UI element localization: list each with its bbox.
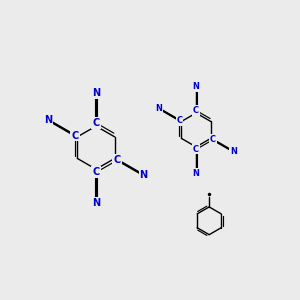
Text: N: N [230,147,237,156]
Text: C: C [193,106,199,115]
Text: C: C [71,130,79,140]
Text: C: C [92,118,100,128]
Text: C: C [210,135,216,144]
Text: N: N [155,104,162,113]
Text: C: C [176,116,182,125]
Text: N: N [140,170,148,180]
Text: C: C [113,155,121,165]
Text: N: N [193,169,200,178]
Text: N: N [44,115,52,125]
Text: N: N [193,82,200,91]
Text: N: N [92,198,100,208]
Text: C: C [193,145,199,154]
Text: C: C [92,167,100,177]
Text: N: N [92,88,100,98]
